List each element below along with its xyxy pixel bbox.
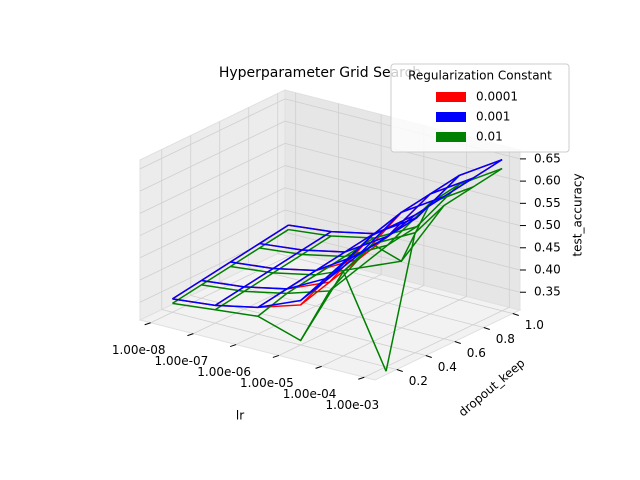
wire-column	[257, 237, 375, 317]
z-tick-label: 0.55	[534, 196, 561, 210]
chart-title: Hyperparameter Grid Search	[219, 65, 421, 81]
x-axis-label: lr	[236, 409, 244, 423]
wire-column	[172, 228, 289, 304]
z-tick-label: 0.60	[534, 174, 561, 188]
wire-column	[342, 183, 460, 272]
wire-column	[214, 235, 332, 311]
legend-swatch	[436, 132, 466, 142]
grid-line	[278, 285, 425, 356]
wire-column	[385, 159, 503, 239]
wire-row	[172, 269, 387, 372]
wire-column	[300, 217, 418, 302]
wire-column	[257, 232, 375, 309]
grid-line	[248, 267, 484, 328]
x-tick-label: 1.00e-06	[197, 365, 251, 379]
x-tick-label: 1.00e-07	[155, 354, 209, 368]
wire-column	[172, 224, 289, 300]
z-tick-label: 0.35	[534, 285, 561, 299]
legend-box	[390, 63, 570, 153]
y-tick	[396, 369, 403, 372]
wire-row	[288, 158, 503, 235]
grid-line	[161, 309, 397, 370]
z-tick-label: 0.65	[534, 151, 561, 165]
grid-line	[364, 306, 510, 378]
x-tick-label: 1.00e-03	[325, 398, 379, 412]
grid-line	[284, 165, 521, 226]
wire-column	[214, 230, 332, 306]
grid-line	[139, 142, 286, 214]
legend-swatch	[436, 112, 466, 122]
legend-label: 0.0001	[476, 90, 518, 104]
grid-line	[277, 253, 513, 314]
legend-label: 0.01	[476, 130, 503, 144]
grid-line	[235, 274, 382, 345]
x-tick	[187, 333, 194, 337]
x-tick	[272, 354, 280, 358]
y-tick-label: 0.2	[409, 374, 428, 388]
y-tick-label: 0.4	[438, 360, 457, 374]
y-tick	[512, 313, 519, 316]
x-tick-label: 1.00e-08	[112, 343, 166, 357]
legend: Regularization Constant 0.0001 0.001 0.01	[390, 63, 570, 153]
grid-line	[139, 187, 286, 259]
grid-line	[139, 209, 286, 281]
z-tick-label: 0.45	[534, 240, 561, 254]
z-axis-label: test_accuracy	[571, 173, 585, 256]
y-tick	[483, 327, 490, 330]
x-tick	[358, 376, 365, 380]
grid-line	[139, 120, 286, 192]
wire-row	[259, 177, 474, 253]
plot	[172, 158, 503, 372]
y-tick-label: 0.6	[467, 346, 486, 360]
grid-line	[284, 187, 521, 249]
y-tick	[425, 355, 432, 358]
grid-line	[284, 142, 521, 204]
z-tick-label: 0.40	[534, 263, 561, 277]
wire-row	[230, 195, 445, 272]
z-tick-label: 0.50	[534, 218, 561, 232]
grid-line	[284, 231, 521, 293]
wire-column	[299, 226, 418, 341]
y-axis-label: dropout_keep	[456, 356, 528, 419]
wire-column	[342, 174, 460, 264]
y-tick-label: 0.8	[496, 332, 515, 346]
x-tick	[144, 322, 151, 326]
x-tick-label: 1.00e-05	[240, 376, 294, 390]
legend-title: Regularization Constant	[408, 69, 552, 83]
legend-label: 0.001	[476, 110, 510, 124]
x-tick-label: 1.00e-04	[283, 387, 337, 401]
y-tick-label: 1.0	[525, 318, 544, 332]
grid-line	[139, 165, 286, 236]
grid-line	[284, 209, 521, 271]
wire-column	[385, 167, 503, 372]
y-tick	[454, 341, 461, 344]
x-tick	[315, 365, 322, 369]
x-tick	[229, 344, 237, 348]
grid-line	[139, 98, 286, 170]
legend-swatch	[436, 92, 466, 102]
